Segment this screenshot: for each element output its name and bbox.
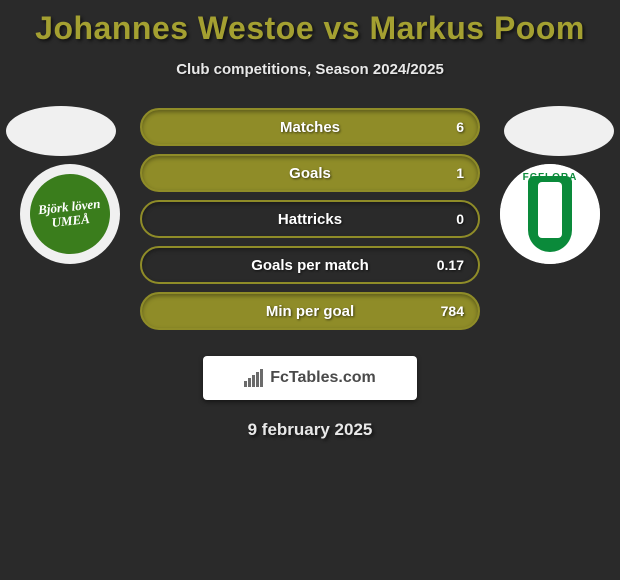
- stat-label: Goals: [142, 165, 478, 182]
- brand-box: FcTables.com: [203, 356, 417, 400]
- stat-value-right: 784: [440, 303, 464, 319]
- page-title: Johannes Westoe vs Markus Poom: [0, 0, 620, 47]
- club-badge-fcflora: FCFLORA: [500, 164, 600, 264]
- club-badge-a-text: Björk löven UMEÅ: [29, 196, 111, 231]
- stat-label: Matches: [142, 119, 478, 136]
- player-left-avatar: [6, 106, 116, 156]
- brand-text: FcTables.com: [270, 369, 376, 387]
- stat-label: Hattricks: [142, 211, 478, 228]
- stat-row: Min per goal784: [140, 292, 480, 330]
- player-right-avatar: [504, 106, 614, 156]
- stat-value-right: 1: [440, 165, 464, 181]
- comparison-card: Johannes Westoe vs Markus Poom Club comp…: [0, 0, 620, 580]
- stat-row: Goals per match0.17: [140, 246, 480, 284]
- stat-label: Goals per match: [142, 257, 478, 274]
- stat-row: Hattricks0: [140, 200, 480, 238]
- footer-date: 9 february 2025: [0, 420, 620, 440]
- stat-value-right: 6: [440, 119, 464, 135]
- player-left-club-badge: Björk löven UMEÅ: [20, 164, 120, 264]
- stat-row: Goals1: [140, 154, 480, 192]
- stat-row: Matches6: [140, 108, 480, 146]
- stat-value-right: 0.17: [437, 257, 464, 273]
- club-badge-b-text: FCFLORA: [508, 172, 592, 200]
- comparison-body: Björk löven UMEÅ FCFLORA Matches6 Goals1 H…: [0, 106, 620, 346]
- subtitle: Club competitions, Season 2024/2025: [0, 61, 620, 78]
- stat-value-right: 0: [440, 211, 464, 227]
- player-right-club-badge: FCFLORA: [500, 164, 600, 264]
- club-badge-bjorkloven: Björk löven UMEÅ: [26, 170, 114, 258]
- stats-table: Matches6Goals1Hattricks0Goals per match0…: [140, 108, 480, 338]
- bar-chart-icon: [244, 369, 264, 387]
- stat-label: Min per goal: [142, 303, 478, 320]
